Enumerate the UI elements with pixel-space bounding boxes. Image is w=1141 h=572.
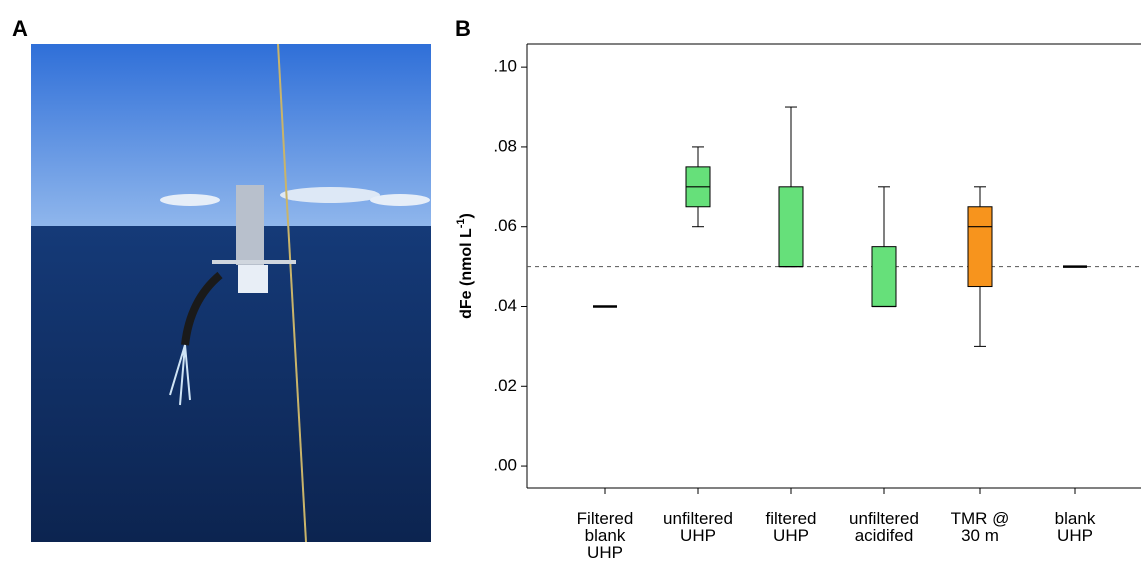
x-tick-label-line: UHP (680, 526, 716, 545)
y-tick-label: .02 (493, 376, 517, 395)
x-tick-label-line: blank (585, 526, 626, 545)
y-axis-title-close: ) (458, 213, 475, 218)
x-tick-label-line: filtered (765, 509, 816, 528)
x-tick-label-line: 30 m (961, 526, 999, 545)
x-tick-label-line: blank (1055, 509, 1096, 528)
x-tick-label-line: acidifed (855, 526, 914, 545)
box (778, 186, 804, 268)
y-axis-title-text: dFe (nmol L (458, 228, 475, 319)
x-tick-label: unfiltered acidifed (849, 509, 919, 545)
x-tick-label: Filtered blank UHP (577, 509, 634, 562)
y-tick-label: .06 (493, 216, 517, 235)
x-tick-label: TMR @30 m (951, 509, 1010, 545)
y-tick-label: .08 (493, 136, 517, 155)
x-tick-label: blank UHP (1055, 509, 1096, 545)
x-tick-label-line: Filtered (577, 509, 634, 528)
y-tick-label: .10 (493, 57, 517, 76)
x-tick-label-line: UHP (587, 543, 623, 562)
x-tick-label: unfiltered UHP (663, 509, 733, 545)
y-tick-label: .04 (493, 296, 517, 315)
x-tick-label-line: unfiltered (849, 509, 919, 528)
x-tick-label-line: UHP (1057, 526, 1093, 545)
x-tick-label-line: UHP (773, 526, 809, 545)
panel-label: B (455, 16, 471, 41)
x-tick-label: filtered UHP (765, 509, 816, 545)
box (967, 206, 993, 288)
y-tick-label: .00 (493, 456, 517, 475)
box (871, 246, 897, 307)
x-tick-label-line: unfiltered (663, 509, 733, 528)
x-tick-label-line: TMR @ (951, 509, 1010, 528)
y-axis-title: dFe (nmol L-1) (455, 213, 475, 319)
y-axis-title-sup: -1 (455, 218, 467, 228)
photo (31, 43, 431, 543)
panel-label: A (12, 16, 28, 41)
